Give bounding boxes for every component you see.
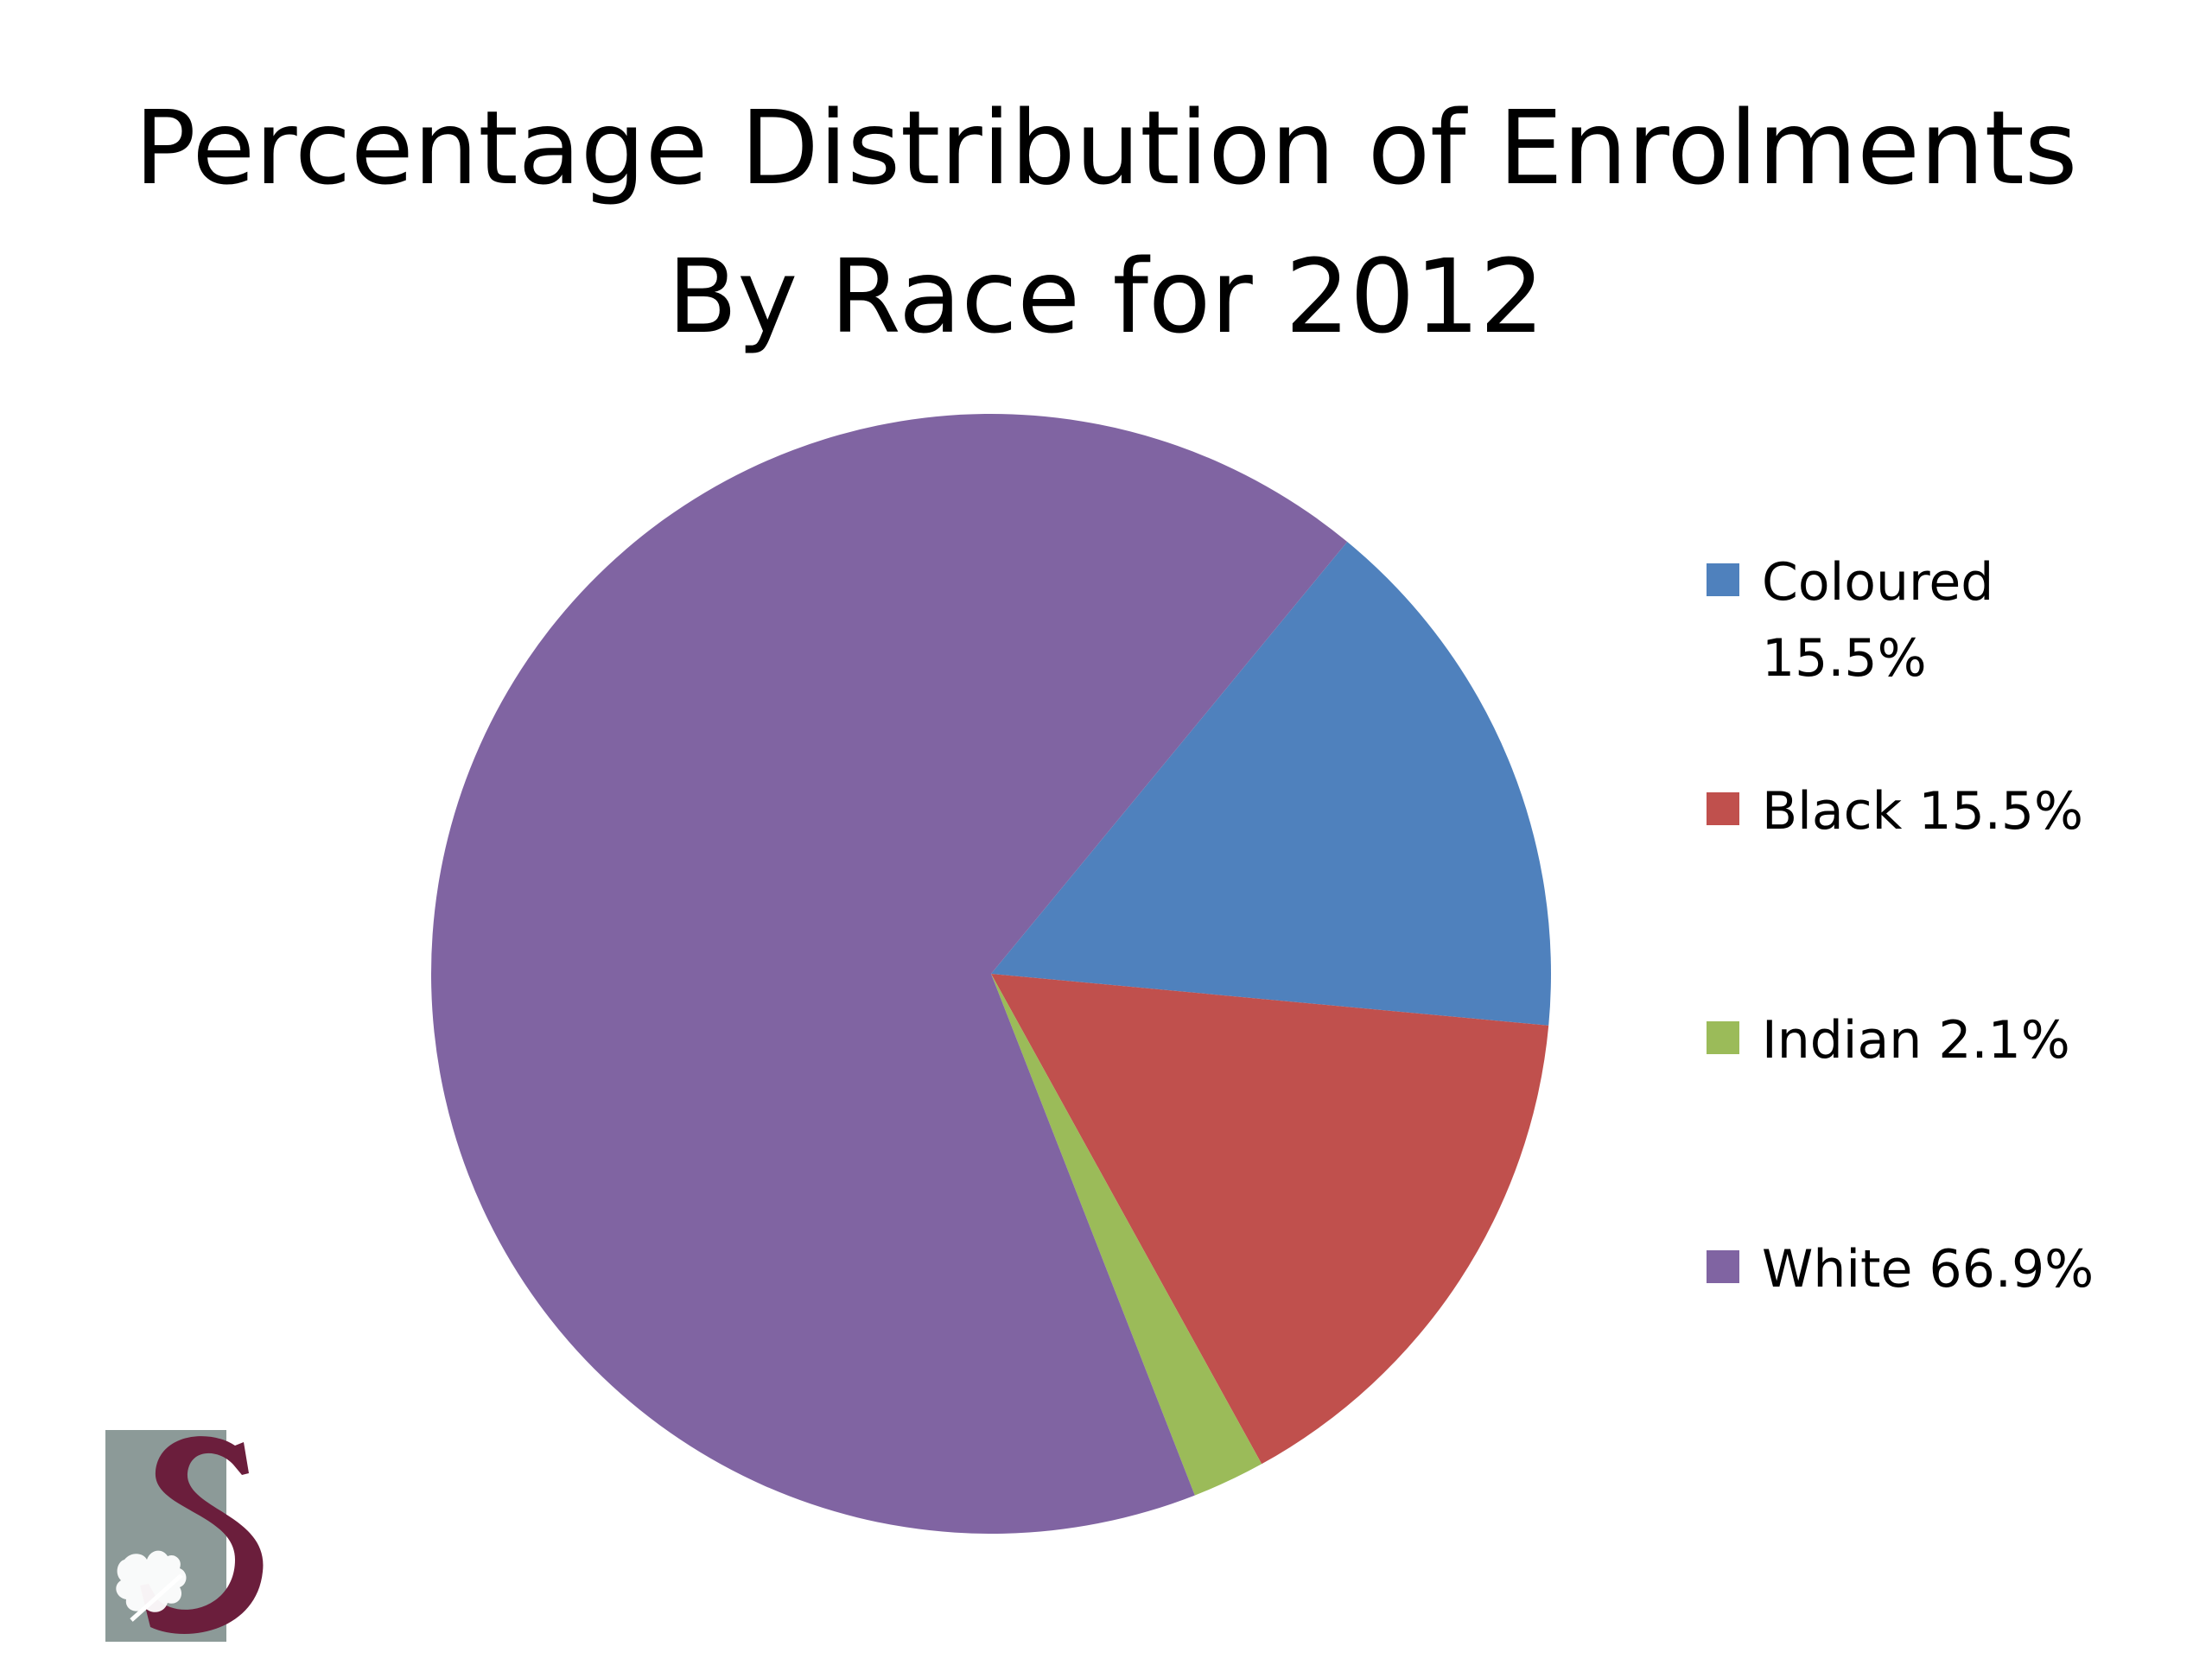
- pie-slice-indian: [991, 974, 1262, 1496]
- chart-title: Percentage Distribution of Enrolments By…: [104, 73, 2108, 371]
- legend-label-white: White 66.9%: [1762, 1239, 2094, 1300]
- legend-swatch-black: [1707, 792, 1739, 825]
- legend-swatch-white: [1707, 1250, 1739, 1283]
- chart-title-line-1: Percentage Distribution of Enrolments: [134, 88, 2078, 207]
- pie-slice-black: [991, 974, 1549, 1465]
- university-crest-icon: [105, 1430, 264, 1642]
- legend-label-black: Black 15.5%: [1762, 781, 2084, 842]
- legend-swatch-indian: [1707, 1021, 1739, 1054]
- legend-label-indian: Indian 2.1%: [1762, 1010, 2070, 1071]
- pie-slice-coloured: [991, 541, 1552, 1026]
- legend-label-coloured: Coloured 15.5%: [1762, 552, 1994, 689]
- legend-item-indian: Indian 2.1%: [1707, 1002, 2125, 1078]
- chart-title-line-2: By Race for 2012: [667, 237, 1545, 356]
- legend-swatch-coloured: [1707, 563, 1739, 596]
- legend-item-black: Black 15.5%: [1707, 773, 2125, 849]
- legend-item-coloured: Coloured 15.5%: [1707, 544, 2125, 696]
- pie-slice-white: [430, 413, 1348, 1535]
- legend-item-white: White 66.9%: [1707, 1231, 2125, 1307]
